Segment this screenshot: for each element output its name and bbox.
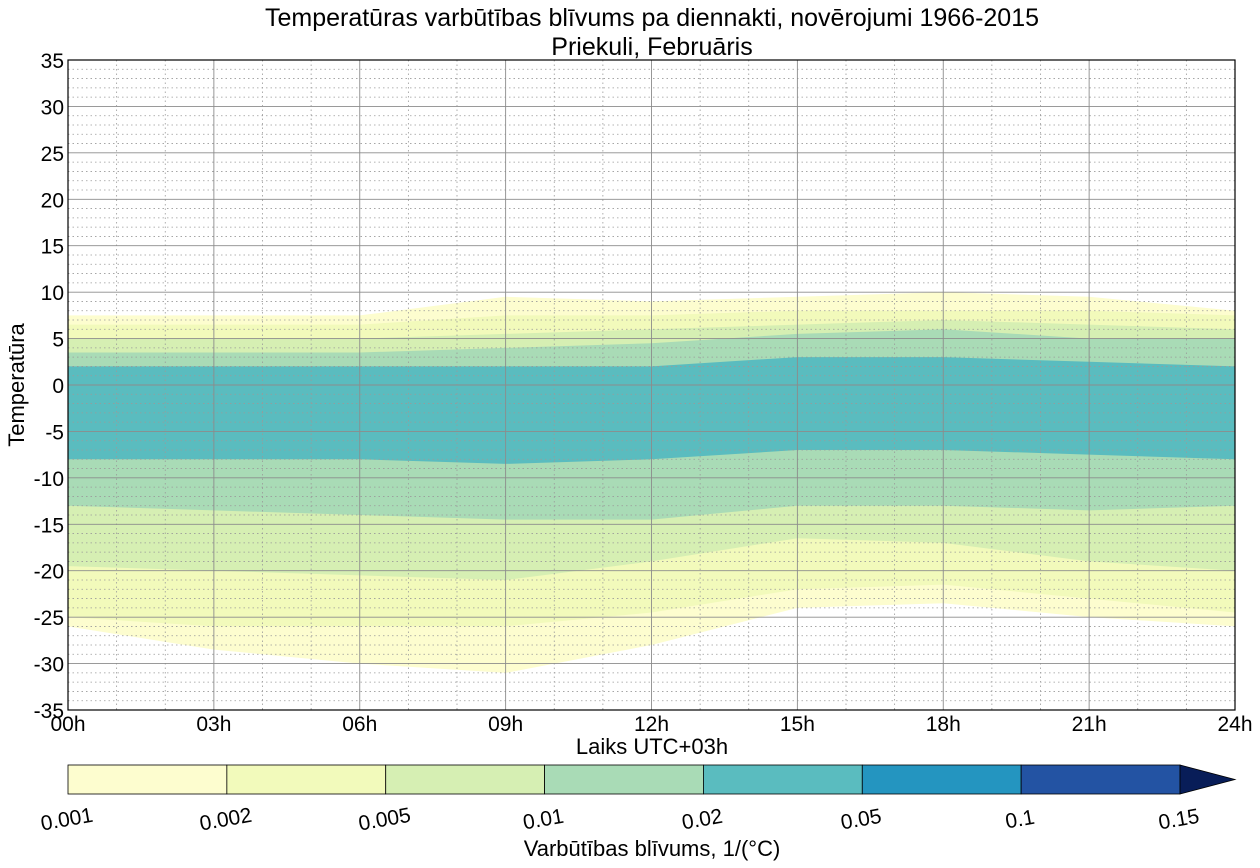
x-tick-label: 18h: [926, 713, 961, 736]
y-axis-label: Temperatūra: [4, 322, 29, 446]
y-tick-label: 15: [41, 236, 64, 259]
y-tick-label: 5: [52, 329, 64, 352]
x-tick-label: 09h: [488, 713, 523, 736]
colorbar-swatch: [703, 764, 863, 795]
y-tick-label: 35: [41, 50, 64, 73]
colorbar-swatch: [1020, 764, 1181, 795]
plot-area: 35 30 25 20 15 10 5 0 -5 -10 -15 -20 -25 -30 -35 00h 03…: [34, 50, 1253, 736]
colorbar-label: Varbūtības blīvums, 1/(°C): [524, 836, 781, 861]
x-axis-label: Laiks UTC+03h: [576, 734, 728, 759]
y-tick-label: -35: [34, 700, 64, 723]
x-tick-label: 24h: [1217, 713, 1252, 736]
x-tick-label: 21h: [1072, 713, 1107, 736]
colorbar-tick-label: 0.001: [39, 804, 95, 836]
colorbar-swatch: [861, 764, 1022, 795]
colorbar-tick-label: 0.005: [357, 804, 413, 836]
y-tick-label: -25: [34, 607, 64, 630]
colorbar-tick-label: 0.05: [839, 805, 883, 835]
x-tick-label: 00h: [50, 713, 85, 736]
y-tick-label: -30: [34, 654, 64, 677]
colorbar-ticks: 0.001 0.002 0.005 0.01 0.02 0.05 0.1 0.15: [39, 804, 1201, 836]
x-tick-label: 03h: [196, 713, 231, 736]
y-tick-label: 25: [41, 143, 64, 166]
x-tick-label: 12h: [634, 713, 669, 736]
x-tick-label: 15h: [780, 713, 815, 736]
chart-subtitle: Priekuli, Februāris: [551, 33, 752, 61]
y-tick-label: 0: [52, 375, 64, 398]
colorbar-tick-label: 0.15: [1157, 805, 1201, 835]
y-tick-label: -5: [45, 421, 64, 444]
plot-frame: [67, 59, 1236, 711]
y-tick-label: -10: [34, 468, 64, 491]
chart-title: Temperatūras varbūtības blīvums pa dienn…: [265, 4, 1039, 32]
y-tick-label: 10: [41, 282, 64, 305]
colorbar: 0.001 0.002 0.005 0.01 0.02 0.05 0.1 0.15: [39, 764, 1237, 836]
colorbar-tick-label: 0.01: [521, 805, 565, 835]
colorbar-swatch: [226, 764, 387, 795]
colorbar-swatches: [67, 764, 1237, 795]
colorbar-tick-label: 0.1: [1004, 806, 1037, 834]
colorbar-swatch: [544, 764, 704, 795]
y-axis-ticks: 35 30 25 20 15 10 5 0 -5 -10 -15 -20 -25 -30 -35: [34, 50, 64, 723]
colorbar-swatch: [385, 764, 545, 795]
colorbar-extend-arrow: [1179, 764, 1237, 795]
colorbar-swatch: [67, 764, 228, 795]
colorbar-tick-label: 0.02: [680, 805, 724, 835]
y-tick-label: 20: [41, 189, 64, 212]
x-axis-ticks: 00h 03h 06h 09h 12h 15h 18h 21h 24h: [50, 713, 1252, 736]
y-tick-label: -20: [34, 561, 64, 584]
x-tick-label: 06h: [342, 713, 377, 736]
y-tick-label: -15: [34, 514, 64, 537]
y-tick-label: 30: [41, 96, 64, 119]
colorbar-tick-label: 0.002: [198, 804, 254, 836]
